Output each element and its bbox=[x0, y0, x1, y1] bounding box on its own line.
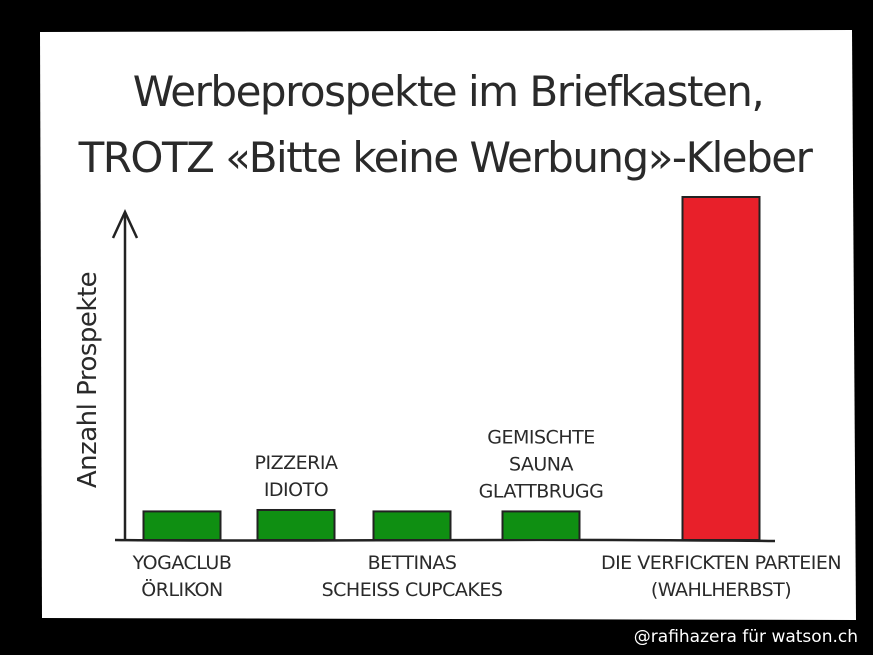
bar bbox=[142, 510, 222, 541]
category-label: SAUNA bbox=[509, 453, 574, 475]
category-label: PIZZERIA bbox=[255, 452, 338, 474]
bar bbox=[681, 196, 761, 541]
category-label: (WAHLHERBST) bbox=[651, 579, 791, 601]
category-label: SCHEISS CUPCAKES bbox=[322, 579, 503, 601]
y-axis-arrow-icon bbox=[111, 209, 139, 239]
y-axis-label: Anzahl Prospekte bbox=[73, 272, 103, 488]
category-label: IDIOTO bbox=[264, 479, 328, 501]
y-axis-line bbox=[123, 211, 127, 541]
credit: @rafihazera für watson.ch bbox=[634, 627, 858, 647]
category-label: DIE VERFICKTEN PARTEIEN bbox=[601, 552, 841, 574]
category-label: GEMISCHTE bbox=[487, 426, 594, 448]
chart-title-line-2: TROTZ «Bitte keine Werbung»-Kleber bbox=[78, 133, 814, 182]
paper-card bbox=[40, 30, 856, 620]
chart-title-line-1: Werbeprospekte im Briefkasten, bbox=[133, 67, 764, 116]
category-label: YOGACLUB bbox=[132, 552, 232, 574]
bar bbox=[372, 510, 452, 541]
category-label: ÖRLIKON bbox=[141, 578, 222, 601]
category-label: BETTINAS bbox=[368, 552, 457, 574]
category-label: GLATTBRUGG bbox=[479, 480, 604, 502]
bar bbox=[501, 510, 581, 541]
bar bbox=[256, 508, 336, 541]
